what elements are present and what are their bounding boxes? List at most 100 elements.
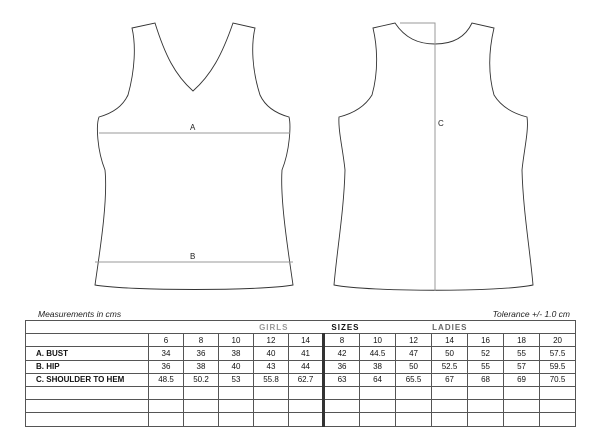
table-cell <box>431 385 469 401</box>
size-header: 10 <box>218 333 254 348</box>
size-header: 8 <box>322 333 361 348</box>
label-b: B <box>190 252 195 261</box>
table-cell <box>183 399 219 414</box>
table-cell <box>25 399 149 414</box>
table-cell <box>148 412 184 427</box>
table-cell <box>322 385 361 401</box>
size-header: 14 <box>431 333 469 348</box>
label-a: A <box>190 123 196 132</box>
table-cell: 50 <box>395 359 433 374</box>
table-cell <box>322 412 361 427</box>
table-cell <box>288 399 325 414</box>
table-cell <box>503 385 541 401</box>
table-cell <box>539 412 577 427</box>
table-cell <box>25 319 149 335</box>
table-cell: 34 <box>148 346 184 361</box>
table-cell: 57.5 <box>539 346 577 361</box>
table-cell <box>395 412 433 427</box>
table-cell: 69 <box>503 372 541 387</box>
size-header: 12 <box>252 333 290 348</box>
table-cell <box>252 385 290 401</box>
table-cell: 38 <box>183 359 219 374</box>
table-cell: 47 <box>395 346 433 361</box>
table-cell <box>148 399 184 414</box>
table-row: A. BUST 34 36 38 40 41 42 44.5 47 50 52 55 57.5 <box>25 346 577 361</box>
table-cell: 64 <box>359 372 397 387</box>
table-cell: 41 <box>288 346 325 361</box>
table-cell <box>183 412 219 427</box>
table-cell: 48.5 <box>148 372 184 387</box>
table-cell: 62.7 <box>288 372 325 387</box>
sizes-header: SIZES <box>288 319 360 335</box>
label-c: C <box>438 119 444 128</box>
sizes-row: 6 8 10 12 14 8 10 12 14 16 18 20 <box>25 333 577 348</box>
empty-row <box>25 399 577 414</box>
table-cell <box>503 399 541 414</box>
table-cell: 70.5 <box>539 372 577 387</box>
table-cell <box>25 412 149 427</box>
table-cell: 55.8 <box>252 372 290 387</box>
size-header: 12 <box>395 333 433 348</box>
table-cell <box>467 412 505 427</box>
size-header: 8 <box>183 333 219 348</box>
table-cell <box>359 399 397 414</box>
table-cell <box>503 412 541 427</box>
table-cell <box>431 399 469 414</box>
table-cell <box>252 412 290 427</box>
table-cell <box>467 399 505 414</box>
table-cell <box>539 399 577 414</box>
table-row: C. SHOULDER TO HEM 48.5 50.2 53 55.8 62.7 63 64… <box>25 372 577 387</box>
table-cell <box>359 412 397 427</box>
table-cell <box>288 385 325 401</box>
units-note: Measurements in cms <box>38 309 122 319</box>
table-cell: 59.5 <box>539 359 577 374</box>
back-tank-outline <box>333 22 534 291</box>
size-header: 20 <box>539 333 577 348</box>
table-cell <box>431 412 469 427</box>
girls-header: GIRLS <box>148 319 289 335</box>
table-cell <box>148 385 184 401</box>
table-cell <box>288 412 325 427</box>
table-cell <box>467 385 505 401</box>
table-cell <box>359 385 397 401</box>
row-label: C. SHOULDER TO HEM <box>25 372 149 387</box>
size-chart: GIRLS SIZES LADIES 6 8 10 12 14 8 10 12 14 16 18 20 A. … <box>25 319 577 427</box>
row-label: B. HIP <box>25 359 149 374</box>
table-cell: 55 <box>467 359 505 374</box>
table-cell <box>218 399 254 414</box>
table-cell: 65.5 <box>395 372 433 387</box>
garment-drawings: A B C <box>94 22 534 291</box>
table-cell: 44 <box>288 359 325 374</box>
table-cell: 36 <box>322 359 361 374</box>
table-cell: 38 <box>359 359 397 374</box>
table-cell <box>183 385 219 401</box>
group-header-row: GIRLS SIZES LADIES <box>25 319 577 335</box>
table-cell: 50.2 <box>183 372 219 387</box>
table-cell <box>218 412 254 427</box>
table-cell: 36 <box>148 359 184 374</box>
table-cell: 52.5 <box>431 359 469 374</box>
table-cell: 40 <box>218 359 254 374</box>
table-cell <box>218 385 254 401</box>
table-cell: 55 <box>503 346 541 361</box>
table-cell <box>395 399 433 414</box>
table-cell: 68 <box>467 372 505 387</box>
table-cell: 52 <box>467 346 505 361</box>
table-cell: 53 <box>218 372 254 387</box>
table-cell <box>539 385 577 401</box>
table-cell <box>467 319 577 335</box>
tolerance-note: Tolerance +/- 1.0 cm <box>492 309 570 319</box>
size-header: 6 <box>148 333 184 348</box>
table-cell <box>25 333 149 348</box>
table-cell: 50 <box>431 346 469 361</box>
size-header: 14 <box>288 333 325 348</box>
table-cell: 63 <box>322 372 361 387</box>
table-cell <box>322 399 361 414</box>
ladies-header: LADIES <box>359 319 468 335</box>
table-cell <box>252 399 290 414</box>
table-cell <box>25 385 149 401</box>
front-tank-outline <box>94 22 294 290</box>
row-label: A. BUST <box>25 346 149 361</box>
table-cell <box>395 385 433 401</box>
table-cell: 40 <box>252 346 290 361</box>
